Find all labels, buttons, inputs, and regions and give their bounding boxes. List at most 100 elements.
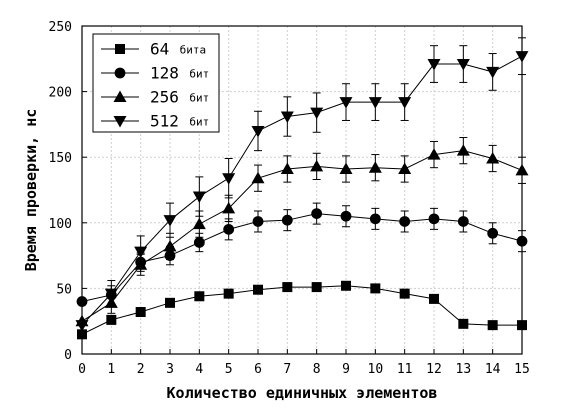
data-point xyxy=(370,283,381,294)
data-point xyxy=(458,318,469,329)
x-axis-title: Количество единичных элементов xyxy=(167,384,438,402)
legend-unit: бит xyxy=(189,92,209,105)
data-point xyxy=(223,288,234,299)
legend-number: 256 xyxy=(150,88,179,107)
data-point xyxy=(457,216,469,227)
data-point xyxy=(456,144,470,156)
series-line xyxy=(81,150,523,322)
legend-item-256: 256 бит xyxy=(101,88,209,107)
x-tick-label: 4 xyxy=(195,362,203,377)
data-point xyxy=(251,125,265,138)
y-tick-label: 250 xyxy=(49,20,72,35)
data-point xyxy=(192,191,206,204)
y-tick-label: 150 xyxy=(49,151,72,166)
series-line xyxy=(81,55,523,326)
data-point xyxy=(486,152,500,164)
y-tick-label: 100 xyxy=(49,217,72,232)
x-tick-label: 1 xyxy=(107,362,115,377)
data-point xyxy=(106,314,117,325)
data-point xyxy=(163,215,177,227)
data-point xyxy=(165,297,175,308)
legend-unit: бита xyxy=(180,44,207,57)
data-point xyxy=(487,320,498,331)
x-tick-label: 6 xyxy=(254,362,262,377)
x-tick-label: 8 xyxy=(313,362,321,377)
data-point xyxy=(280,111,294,124)
data-point xyxy=(135,307,146,318)
x-tick-label: 10 xyxy=(368,362,384,377)
x-tick-label: 3 xyxy=(166,362,174,377)
legend-box xyxy=(92,33,220,133)
data-point xyxy=(398,162,412,175)
data-point xyxy=(428,213,440,225)
data-point xyxy=(399,216,411,227)
legend-item-512: 512 бит xyxy=(101,112,209,131)
data-point xyxy=(251,171,265,184)
legend-number: 128 xyxy=(150,64,179,83)
data-point xyxy=(223,223,235,235)
x-tick-label: 12 xyxy=(426,362,442,377)
data-point xyxy=(398,97,412,109)
series-128 xyxy=(76,202,528,307)
legend-unit: бит xyxy=(189,116,209,129)
legend-item-64: 64 бита xyxy=(101,40,206,59)
data-point xyxy=(369,213,381,225)
data-point xyxy=(194,291,205,302)
data-point xyxy=(340,210,352,222)
data-point xyxy=(399,288,410,299)
series-64 xyxy=(77,280,527,340)
data-point xyxy=(192,217,206,230)
data-point xyxy=(280,162,294,175)
data-point xyxy=(429,293,439,304)
y-axis-title: Время проверки, нс xyxy=(22,109,40,272)
y-tick-label: 200 xyxy=(49,86,72,101)
y-tick-label: 0 xyxy=(64,348,72,363)
legend-unit: бит xyxy=(189,68,209,81)
data-point xyxy=(134,246,148,259)
plot-frame xyxy=(81,25,523,355)
x-tick-label: 13 xyxy=(456,362,472,377)
data-point xyxy=(427,148,441,160)
data-point xyxy=(368,161,382,173)
data-point xyxy=(193,237,205,248)
data-point xyxy=(310,107,324,120)
data-point xyxy=(222,201,236,214)
data-point xyxy=(253,284,263,295)
x-tick-label: 11 xyxy=(397,362,413,377)
x-tick-label: 5 xyxy=(225,362,233,377)
data-point xyxy=(339,97,353,109)
data-point xyxy=(339,162,353,175)
legend-marker xyxy=(113,90,127,102)
series-line xyxy=(81,285,522,335)
series-line xyxy=(81,213,523,303)
legend-marker xyxy=(113,116,127,128)
series-layer xyxy=(75,37,529,340)
x-tick-label: 9 xyxy=(342,362,350,377)
data-point xyxy=(163,239,177,252)
y-tick-label: 50 xyxy=(56,282,72,297)
data-point xyxy=(486,66,500,79)
data-point xyxy=(281,214,293,226)
data-point xyxy=(282,282,293,293)
data-point xyxy=(311,282,322,293)
data-point xyxy=(341,280,351,291)
data-point xyxy=(222,173,236,185)
legend-marker xyxy=(115,44,125,54)
legend-number: 64 xyxy=(150,40,169,59)
x-tick-label: 7 xyxy=(283,362,291,377)
legend-marker xyxy=(114,67,126,79)
x-tick-label: 2 xyxy=(137,362,145,377)
legend-item-128: 128 бит xyxy=(101,64,209,83)
data-point xyxy=(252,216,264,227)
data-point xyxy=(311,208,323,220)
data-point xyxy=(427,59,441,71)
data-point xyxy=(310,159,324,172)
x-tick-label: 0 xyxy=(78,362,86,377)
data-point xyxy=(487,227,499,239)
data-point xyxy=(456,59,470,71)
legend-number: 512 xyxy=(150,112,179,131)
x-tick-label: 14 xyxy=(485,362,501,377)
